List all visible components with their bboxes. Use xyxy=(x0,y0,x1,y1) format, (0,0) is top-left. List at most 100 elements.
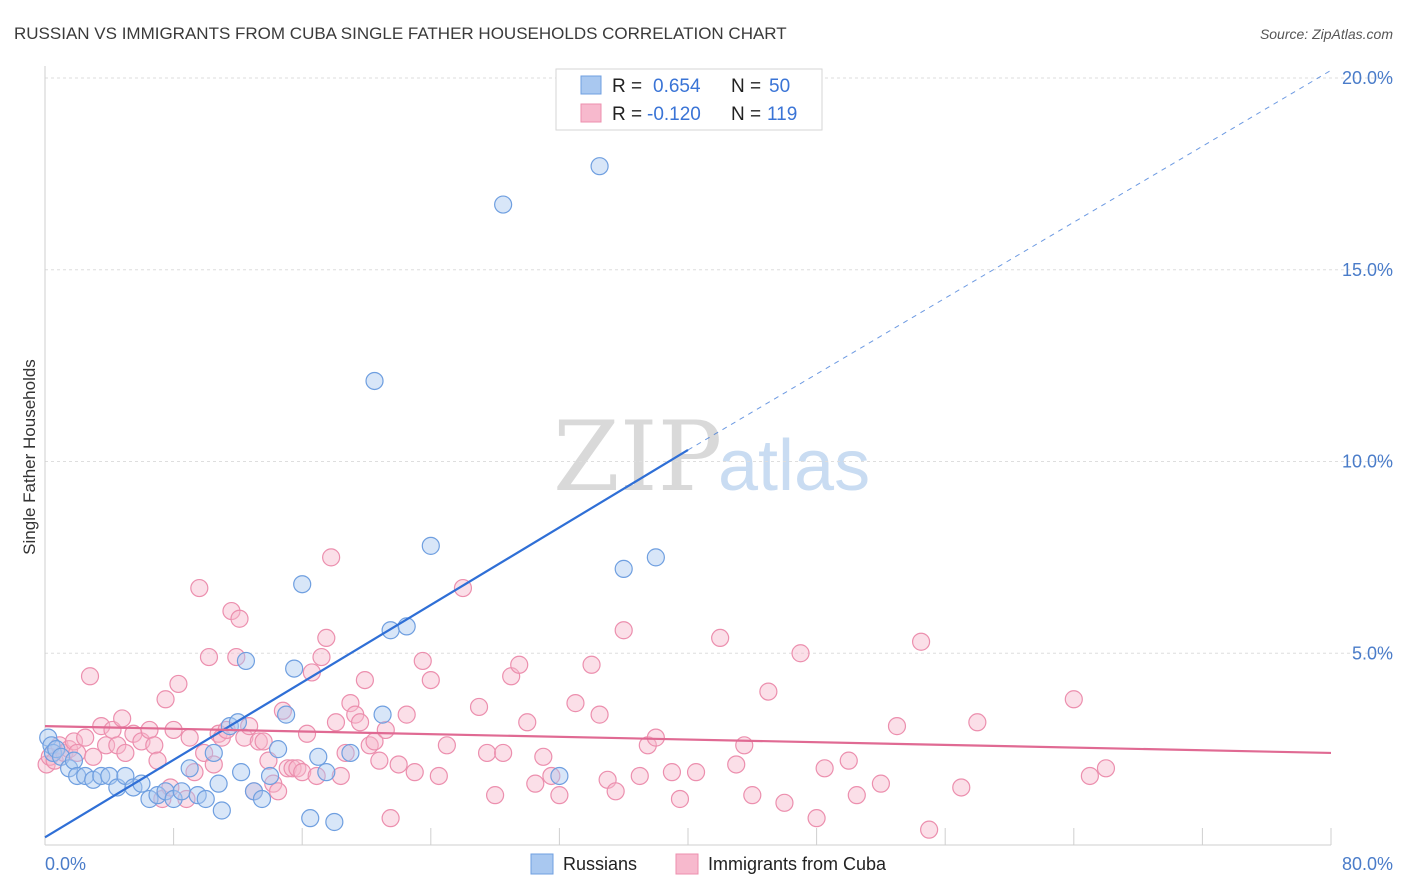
axes xyxy=(44,66,1332,846)
cuba-point xyxy=(839,751,858,770)
legend-n-label: N = xyxy=(731,104,761,125)
russians-point xyxy=(260,766,280,786)
y-tick-label: 10.0% xyxy=(1342,452,1393,472)
x-tick-label: 80.0% xyxy=(1342,854,1393,874)
russians-point xyxy=(204,743,223,763)
cuba-point xyxy=(190,578,209,598)
russians-point xyxy=(309,747,328,766)
cuba-point xyxy=(370,751,389,770)
legend-n-value-cuba: 119 xyxy=(767,104,797,125)
cuba-point xyxy=(526,774,545,793)
cuba-point xyxy=(486,786,505,805)
cuba-point xyxy=(582,655,601,674)
cuba-point xyxy=(180,728,199,747)
bottom-legend-cuba: Immigrants from Cuba xyxy=(708,854,887,874)
cuba-point xyxy=(230,609,249,628)
bottom-legend: Russians Immigrants from Cuba xyxy=(530,853,887,875)
russians-point xyxy=(232,763,251,782)
cuba-point xyxy=(322,548,341,567)
legend-swatch-russians xyxy=(580,75,602,95)
russians-point xyxy=(646,548,665,567)
y-tick-label: 5.0% xyxy=(1352,643,1393,663)
cuba-point xyxy=(847,786,866,805)
cuba-point xyxy=(140,720,159,740)
cuba-point xyxy=(911,632,931,651)
cuba-point xyxy=(64,732,84,751)
cuba-point xyxy=(534,747,553,766)
cuba-point xyxy=(711,628,730,648)
chart-title: RUSSIAN VS IMMIGRANTS FROM CUBA SINGLE F… xyxy=(14,24,787,43)
legend-r-value-cuba: -0.120 xyxy=(647,104,701,125)
y-tick-label: 15.0% xyxy=(1342,260,1393,280)
cuba-point xyxy=(355,670,374,690)
trend-line-russians xyxy=(44,449,689,839)
cuba-point xyxy=(815,759,834,778)
cuba-point xyxy=(686,763,706,782)
cuba-point xyxy=(331,766,350,786)
cuba-point xyxy=(76,728,95,747)
cuba-point xyxy=(807,809,826,828)
cuba-point xyxy=(293,763,312,782)
russians-point xyxy=(365,371,384,391)
cuba-point xyxy=(791,644,810,663)
cuba-point xyxy=(968,713,987,732)
cuba-point xyxy=(116,743,135,763)
cuba-point xyxy=(662,763,682,782)
cuba-point xyxy=(469,697,489,717)
cuba-point xyxy=(113,709,132,728)
cuba-point xyxy=(254,732,273,751)
cuba-point xyxy=(614,621,633,640)
russians-point xyxy=(550,766,569,786)
cuba-point xyxy=(413,651,432,671)
russians-point xyxy=(494,195,513,214)
y-axis-ticks: 20.0% 15.0% 10.0% 5.0% xyxy=(1342,68,1393,663)
cuba-point xyxy=(550,786,569,805)
russians-point xyxy=(277,705,296,724)
cuba-point xyxy=(397,705,416,724)
cuba-point xyxy=(169,674,188,694)
cuba-point xyxy=(630,766,649,786)
bottom-legend-swatch-russians xyxy=(530,853,554,875)
watermark-atlas: atlas xyxy=(718,426,870,506)
russians-point xyxy=(236,651,256,671)
cuba-point xyxy=(145,736,164,755)
russians-point xyxy=(317,763,336,782)
cuba-point xyxy=(759,682,778,701)
cuba-point xyxy=(566,694,585,713)
legend-n-label: N = xyxy=(731,76,761,97)
y-axis-label: Single Father Households xyxy=(20,359,39,555)
cuba-point xyxy=(317,628,336,648)
legend-r-label: R = xyxy=(612,104,642,125)
russians-point xyxy=(590,157,609,176)
cuba-point xyxy=(743,786,762,805)
cuba-point xyxy=(952,778,971,797)
trend-line-cuba xyxy=(44,725,1332,755)
legend-r-label: R = xyxy=(612,76,642,97)
russians-point xyxy=(285,659,304,678)
cuba-point xyxy=(156,690,175,709)
cuba-point xyxy=(510,655,529,674)
russians-point xyxy=(341,743,360,763)
cuba-point xyxy=(405,763,424,782)
cuba-point xyxy=(80,667,100,686)
cuba-point xyxy=(297,724,317,743)
cuba-point xyxy=(235,728,254,747)
watermark-zip: ZIP xyxy=(553,401,722,513)
russians-point xyxy=(252,789,272,809)
cuba-point xyxy=(307,766,326,786)
cuba-point xyxy=(84,747,103,766)
russians-point xyxy=(293,575,312,594)
cuba-point xyxy=(477,743,497,763)
cuba-point xyxy=(341,694,360,713)
cuba-point xyxy=(871,774,891,793)
trend-line-russians-projection xyxy=(687,69,1332,451)
cuba-point xyxy=(887,717,907,736)
cuba-point xyxy=(437,736,456,755)
bottom-legend-russians: Russians xyxy=(563,854,637,874)
cuba-point xyxy=(727,755,746,774)
cuba-point xyxy=(249,732,268,751)
legend-box: R = 0.654 N = 50 R = -0.120 N = 119 xyxy=(555,68,823,131)
russians-point xyxy=(268,740,288,759)
cuba-point xyxy=(735,736,754,755)
chart-source: Source: ZipAtlas.com xyxy=(1260,26,1393,42)
